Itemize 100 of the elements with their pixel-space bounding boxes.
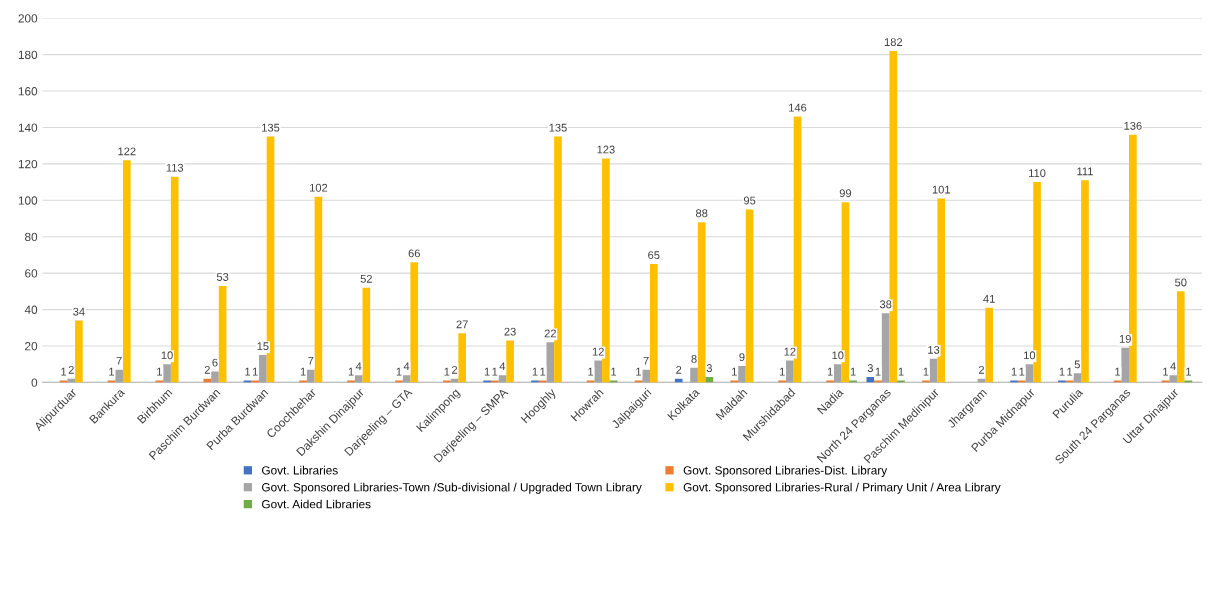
data-label: 1 — [850, 367, 856, 376]
data-label: 1 — [636, 367, 642, 376]
bar — [362, 287, 371, 383]
bar — [738, 366, 746, 383]
y-tick-label: 40 — [24, 305, 38, 314]
data-label: 1 — [484, 367, 490, 376]
data-label: 1 — [1059, 367, 1065, 376]
data-label: 101 — [932, 185, 950, 194]
data-label: 1 — [875, 367, 881, 376]
bar — [697, 222, 706, 383]
data-label: 10 — [161, 351, 173, 360]
data-label: 1 — [611, 367, 617, 376]
y-tick-label: 120 — [18, 159, 38, 169]
data-label: 5 — [1074, 360, 1080, 369]
data-label: 146 — [789, 103, 807, 112]
data-label: 10 — [1024, 351, 1036, 360]
data-label: 27 — [456, 320, 468, 329]
data-label: 1 — [157, 367, 162, 376]
bar — [642, 369, 650, 383]
data-label: 123 — [597, 145, 615, 154]
bar — [881, 313, 890, 383]
data-label: 53 — [216, 273, 229, 281]
y-tick-label: 0 — [31, 378, 38, 387]
bar — [506, 340, 514, 383]
data-label: 65 — [648, 251, 660, 260]
data-label: 182 — [884, 38, 903, 47]
bar — [410, 262, 419, 383]
bar — [211, 371, 219, 383]
data-label: 1 — [348, 367, 354, 376]
bar — [1081, 180, 1089, 383]
data-label: 88 — [696, 209, 708, 218]
bar — [690, 367, 698, 383]
bar — [1129, 134, 1137, 383]
data-label: 1 — [1186, 367, 1191, 376]
data-label: 1 — [827, 367, 833, 376]
data-label: 6 — [212, 358, 218, 367]
y-tick-label: 20 — [25, 342, 38, 351]
bar — [458, 333, 466, 383]
data-label: 122 — [118, 147, 136, 156]
data-label: 102 — [310, 183, 328, 192]
data-label: 38 — [879, 300, 892, 309]
data-label: 136 — [1124, 121, 1142, 130]
data-label: 12 — [592, 347, 604, 356]
data-label: 1 — [245, 367, 251, 376]
data-label: 1 — [61, 367, 67, 376]
bar — [1025, 364, 1034, 383]
bar — [554, 136, 562, 383]
data-label: 1 — [444, 367, 450, 376]
y-tick-label: 80 — [25, 232, 38, 242]
data-label: 22 — [544, 329, 556, 338]
y-tick-label: 180 — [18, 50, 38, 60]
bar — [1176, 291, 1185, 383]
data-label: 1 — [588, 367, 594, 376]
bar — [1169, 375, 1177, 383]
legend-label: Govt. Sponsored Libraries-Dist. Library — [683, 465, 888, 477]
bar — [218, 285, 227, 383]
bar — [122, 160, 131, 383]
data-label: 1 — [1115, 367, 1121, 376]
bar — [163, 364, 171, 383]
data-label: 1 — [300, 367, 306, 376]
data-label: 10 — [832, 351, 844, 360]
data-label: 41 — [983, 295, 995, 303]
data-label: 1 — [540, 367, 546, 376]
data-label: 1 — [252, 367, 258, 376]
bar — [1121, 347, 1130, 383]
bar — [833, 364, 842, 383]
data-label: 1 — [898, 367, 904, 376]
y-tick-label: 60 — [25, 269, 38, 278]
bar — [786, 360, 794, 383]
data-label: 110 — [1029, 169, 1046, 178]
data-label: 7 — [116, 356, 122, 365]
data-label: 1 — [1011, 367, 1017, 376]
data-label: 2 — [451, 365, 458, 374]
data-label: 12 — [784, 347, 796, 356]
bar — [75, 320, 83, 383]
bar — [1033, 182, 1041, 383]
y-tick-label: 140 — [18, 123, 38, 132]
data-label: 2 — [68, 365, 74, 374]
data-label: 4 — [499, 362, 506, 371]
bar — [314, 196, 323, 383]
data-label: 95 — [743, 196, 756, 205]
data-label: 4 — [355, 362, 362, 371]
data-label: 1 — [492, 367, 498, 376]
legend-label: Govt. Aided Libraries — [262, 499, 371, 509]
bar — [259, 355, 267, 383]
legend-label: Govt. Libraries — [262, 465, 338, 475]
bar — [985, 307, 993, 383]
data-label: 4 — [1170, 362, 1176, 371]
y-tick-label: 200 — [18, 14, 38, 23]
data-label: 1 — [1163, 367, 1168, 376]
data-label: 66 — [408, 249, 420, 258]
data-label: 2 — [204, 365, 210, 374]
data-label: 3 — [867, 364, 873, 372]
data-label: 1 — [1019, 367, 1025, 376]
data-label: 13 — [928, 345, 940, 354]
data-label: 34 — [73, 307, 85, 316]
data-label: 52 — [360, 274, 372, 283]
bar — [745, 209, 754, 383]
y-tick-label: 160 — [18, 87, 38, 96]
bar — [649, 264, 658, 383]
